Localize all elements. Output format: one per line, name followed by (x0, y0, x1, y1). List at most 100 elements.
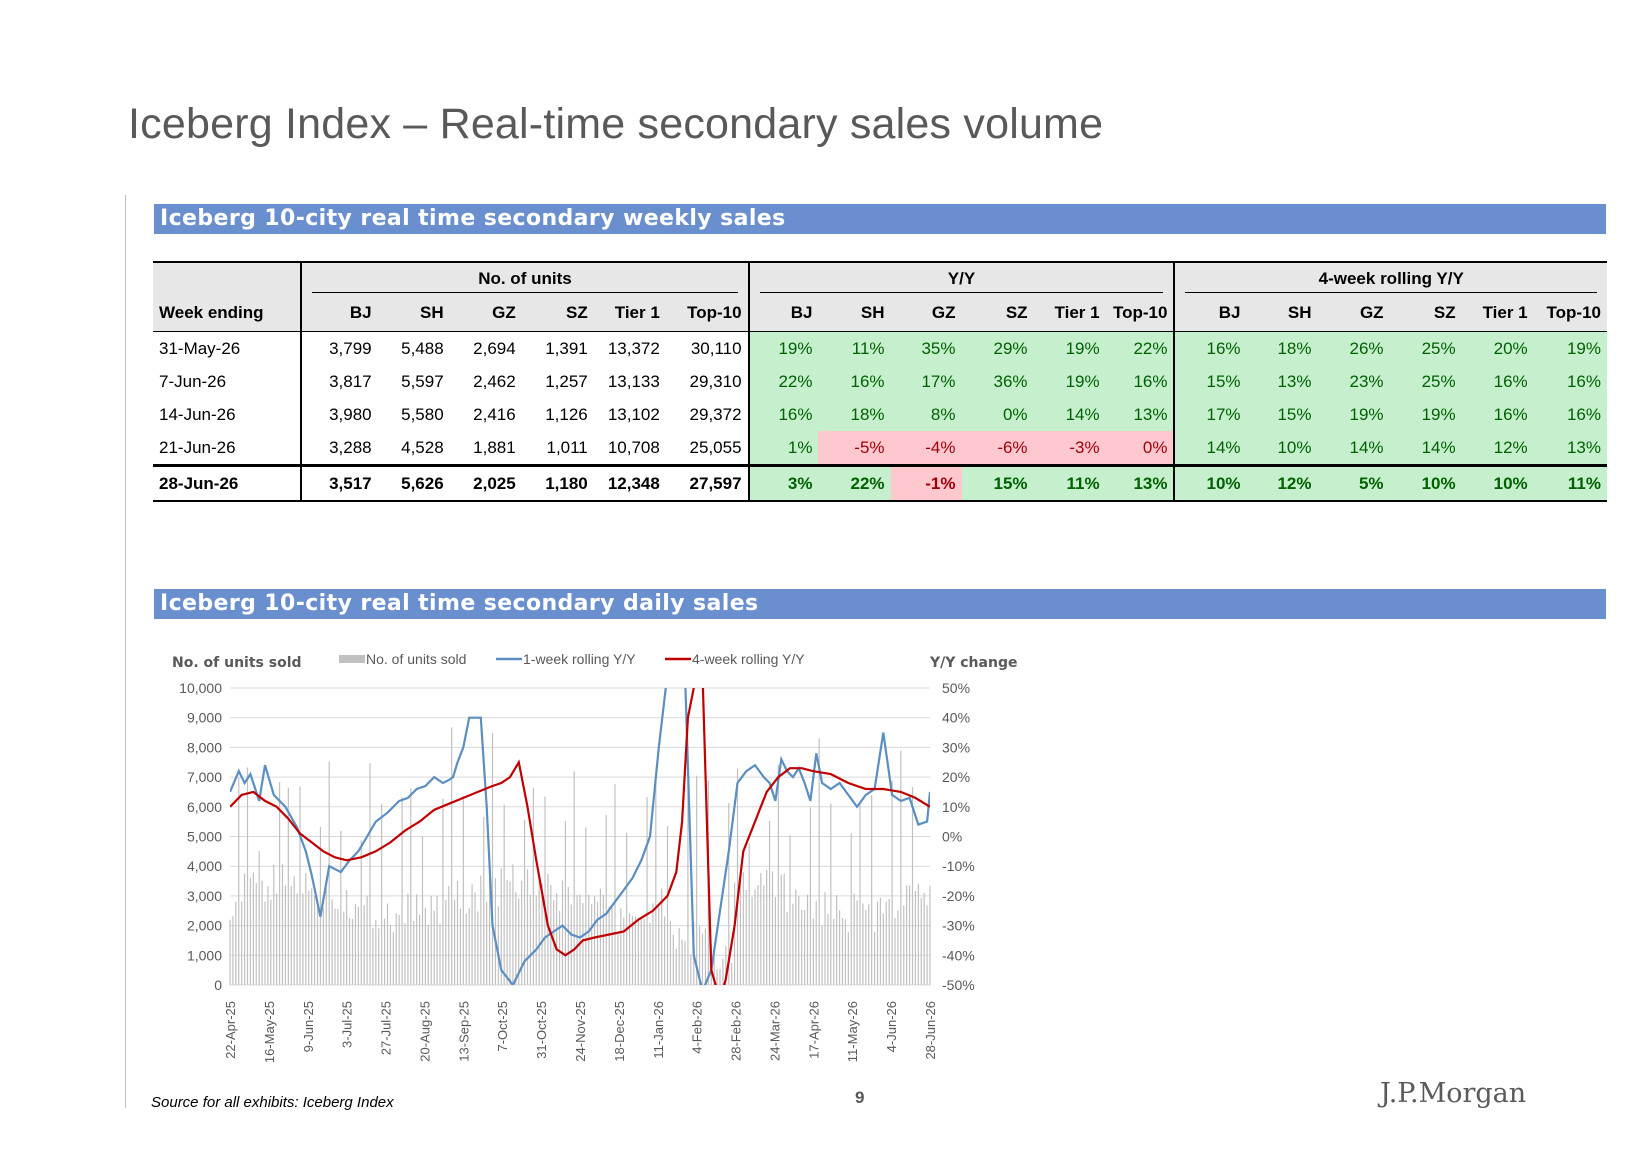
daily-bar (684, 940, 686, 985)
daily-bar (567, 887, 569, 985)
daily-bar (853, 893, 855, 985)
daily-bar (471, 884, 473, 985)
daily-bar (812, 918, 814, 985)
daily-bar (480, 875, 482, 985)
daily-bar (401, 797, 403, 985)
daily-bar (585, 827, 587, 985)
daily-bar (278, 781, 281, 985)
daily-bar (661, 888, 663, 985)
week-cell: 28-Jun-26 (153, 464, 302, 502)
daily-bar (675, 948, 677, 985)
rolling-yoy-cell: 11% (1533, 464, 1607, 502)
daily-bar (631, 916, 634, 985)
rolling-yoy-cell: 16% (1461, 365, 1534, 398)
daily-bar (319, 826, 322, 985)
daily-bar (690, 954, 692, 985)
col-header-tier-1: Tier 1 (1461, 295, 1534, 332)
daily-bar (395, 913, 397, 985)
daily-bar (494, 878, 497, 985)
yoy-cell: 13% (1105, 464, 1175, 502)
yoy-cell: 13% (1105, 398, 1175, 431)
series-line-1wk (230, 688, 930, 985)
yoy-cell: 22% (747, 365, 819, 398)
group-header-units: No. of units (300, 261, 749, 295)
daily-bar (841, 917, 844, 985)
daily-bar (421, 836, 424, 985)
daily-sales-banner: Iceberg 10-city real time secondary dail… (154, 589, 1606, 619)
daily-bar (246, 767, 249, 985)
rolling-yoy-cell: 18% (1246, 331, 1318, 365)
yoy-cell: 16% (747, 398, 819, 431)
daily-bar (276, 893, 278, 985)
daily-bar (722, 958, 724, 985)
daily-bar (451, 727, 453, 985)
daily-bar (602, 894, 604, 985)
yoy-cell: 18% (818, 398, 891, 431)
daily-bar (424, 907, 427, 985)
daily-bar (392, 932, 394, 985)
group-header-rolling: 4-week rolling Y/Y (1173, 261, 1607, 295)
daily-bar (334, 908, 336, 985)
daily-bar (865, 909, 867, 985)
daily-bar (486, 901, 488, 985)
daily-bar (252, 872, 254, 985)
rolling-yoy-cell: 25% (1389, 331, 1462, 365)
daily-bar (713, 950, 715, 985)
yoy-cell: 0% (1105, 431, 1175, 466)
rolling-yoy-cell: 14% (1317, 431, 1390, 466)
daily-bar (235, 901, 237, 985)
daily-bar (879, 897, 882, 985)
daily-bar (634, 916, 637, 985)
rolling-yoy-cell: 10% (1246, 431, 1318, 466)
daily-bar (325, 887, 327, 985)
daily-bar (623, 917, 625, 985)
daily-bar (643, 918, 645, 985)
daily-bar (844, 919, 847, 985)
daily-bar (465, 913, 467, 985)
yoy-cell: 22% (1105, 331, 1175, 365)
daily-bar (363, 905, 365, 985)
rolling-yoy-cell: 19% (1389, 398, 1462, 431)
yoy-cell: 22% (818, 464, 891, 502)
yoy-cell: 11% (1033, 464, 1106, 502)
daily-bar (605, 815, 607, 985)
daily-bar (906, 885, 908, 985)
daily-bar (410, 788, 412, 985)
units-cell: 3,980 (300, 398, 378, 431)
col-header-sz: SZ (521, 295, 594, 332)
vertical-divider (125, 195, 126, 1108)
daily-bar (535, 895, 537, 985)
rolling-yoy-cell: 16% (1173, 331, 1247, 365)
col-header-sz: SZ (961, 295, 1034, 332)
col-header-top-10: Top-10 (665, 295, 749, 332)
daily-bar (261, 880, 263, 985)
yoy-cell: 19% (1033, 365, 1106, 398)
rolling-yoy-cell: 10% (1389, 464, 1462, 502)
group-header-yoy: Y/Y (747, 261, 1175, 295)
source-note: Source for all exhibits: Iceberg Index (151, 1094, 394, 1111)
daily-bar (453, 899, 456, 985)
daily-bar (798, 895, 800, 985)
daily-bar (698, 925, 701, 985)
units-cell: 5,626 (377, 464, 450, 502)
daily-bar (652, 903, 654, 985)
daily-bar (596, 901, 599, 985)
yoy-cell: 19% (1033, 331, 1106, 365)
col-header-gz: GZ (890, 295, 962, 332)
daily-bar (299, 786, 301, 985)
yoy-cell: 16% (818, 365, 891, 398)
daily-bar (929, 885, 931, 985)
daily-bar (888, 898, 890, 985)
col-header-tier-1: Tier 1 (1033, 295, 1106, 332)
yoy-cell: -1% (890, 464, 962, 502)
daily-bar (920, 897, 922, 985)
daily-bar (360, 840, 362, 985)
x-tick-label: 9-Jun-25 (301, 1001, 316, 1052)
daily-bar (766, 870, 768, 985)
x-tick-label: 13-Sep-25 (456, 1001, 471, 1062)
units-cell: 3,817 (300, 365, 378, 398)
daily-bar (806, 894, 809, 985)
daily-bar (430, 895, 432, 985)
daily-bar (789, 835, 791, 985)
daily-bar (669, 921, 672, 985)
